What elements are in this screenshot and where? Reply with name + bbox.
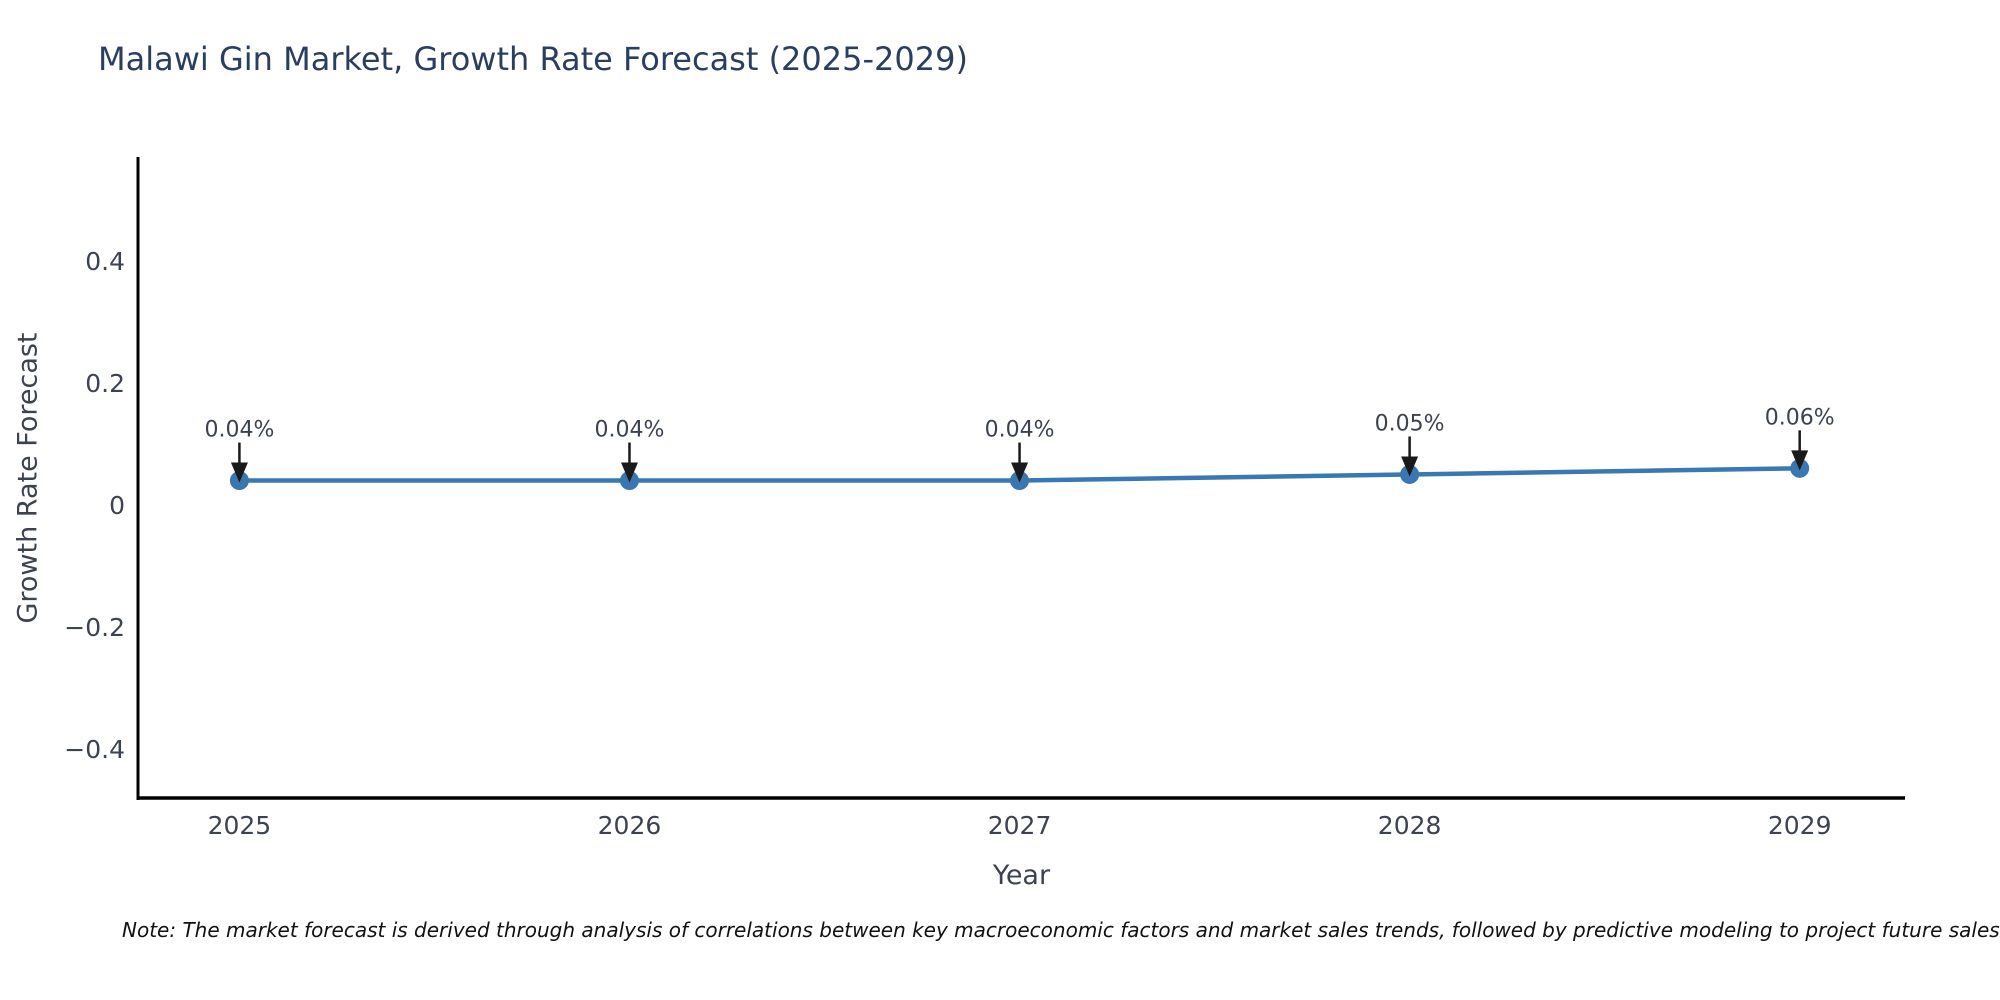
- x-tick-label: 2026: [598, 811, 662, 840]
- y-tick-label: −0.4: [64, 735, 125, 764]
- x-tick-label: 2027: [988, 811, 1052, 840]
- x-tick-label: 2029: [1768, 811, 1832, 840]
- annotation-arrow-head: [1791, 450, 1809, 471]
- x-tick-label: 2025: [208, 811, 272, 840]
- annotation-arrow-head: [1011, 462, 1029, 483]
- annotation-label: 0.04%: [985, 418, 1055, 443]
- annotation-label: 0.06%: [1765, 405, 1835, 430]
- chart-title: Malawi Gin Market, Growth Rate Forecast …: [98, 40, 968, 78]
- annotation-label: 0.04%: [595, 418, 665, 443]
- y-tick-label: 0: [109, 491, 125, 520]
- x-tick-label: 2028: [1378, 811, 1442, 840]
- y-tick-label: −0.2: [64, 613, 125, 642]
- annotation-label: 0.05%: [1375, 411, 1445, 436]
- y-tick-label: 0.4: [85, 247, 125, 276]
- annotation-arrow-head: [1401, 456, 1419, 477]
- footnote: Note: The market forecast is derived thr…: [122, 918, 2000, 942]
- annotation-arrow-head: [230, 462, 248, 483]
- y-tick-label: 0.2: [85, 369, 125, 398]
- annotation-arrow-head: [620, 462, 638, 483]
- annotation-label: 0.04%: [204, 418, 274, 443]
- x-axis-title: Year: [992, 860, 1051, 891]
